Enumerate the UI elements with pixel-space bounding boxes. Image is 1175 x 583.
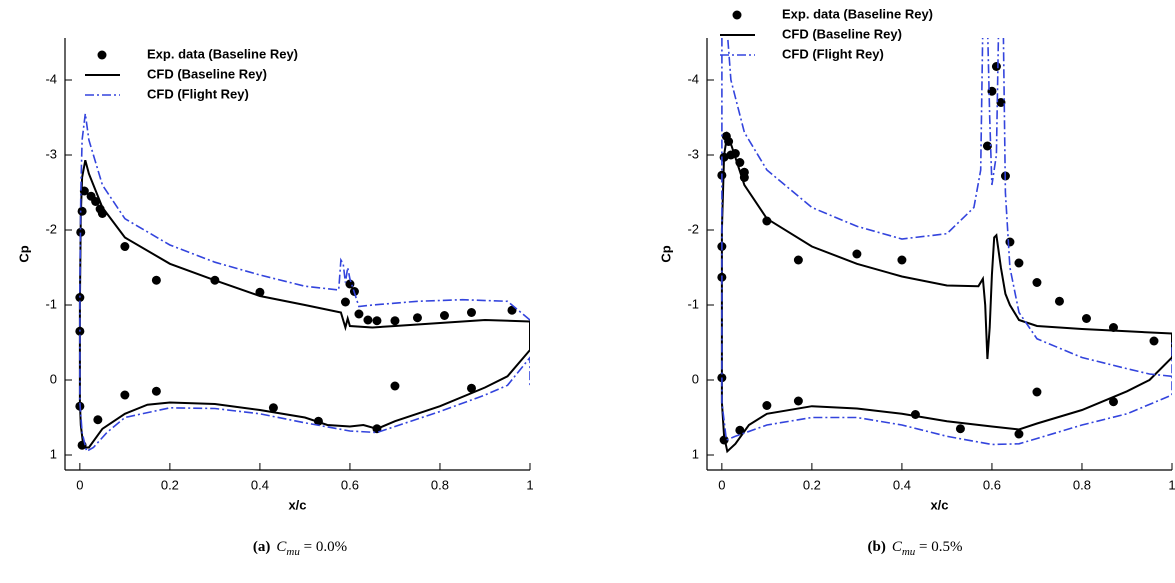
cfd-line: [721, 38, 1172, 446]
data-point: [390, 381, 400, 391]
data-point: [955, 424, 965, 434]
data-point: [372, 316, 382, 326]
y-tick-label: -2: [45, 221, 57, 236]
data-point: [466, 308, 476, 317]
y-tick-label: 1: [692, 446, 699, 461]
x-tick-label: 0.6: [341, 477, 359, 492]
caption-rest: = 0.5%: [915, 539, 962, 555]
data-point: [507, 305, 517, 315]
y-tick-label: -4: [45, 71, 57, 86]
legend-label: Exp. data (Baseline Rey): [147, 46, 298, 61]
data-point: [412, 313, 422, 323]
caption-label: (b): [867, 539, 885, 555]
data-point: [91, 197, 101, 206]
caption-subscript: mu: [902, 546, 916, 558]
y-tick-label: 0: [692, 371, 699, 386]
x-tick-label: 0.6: [983, 477, 1001, 492]
y-axis-label: Cp: [658, 245, 673, 262]
x-tick-label: 0.8: [431, 477, 449, 492]
y-tick-label: -2: [687, 221, 699, 236]
caption-symbol: C: [276, 539, 287, 555]
data-point: [897, 255, 907, 265]
data-point: [852, 249, 862, 259]
y-tick-label: -3: [687, 146, 699, 161]
data-point: [1054, 296, 1064, 306]
data-point: [1014, 429, 1024, 439]
data-point: [151, 386, 161, 396]
x-tick-label: 0: [718, 477, 725, 492]
y-tick-label: 1: [50, 446, 57, 461]
data-point: [77, 206, 87, 216]
data-point: [93, 415, 103, 425]
data-point: [762, 401, 772, 410]
x-tick-label: 1: [1168, 477, 1175, 492]
legend-label: Exp. data (Baseline Rey): [782, 6, 933, 21]
data-point: [1014, 258, 1024, 268]
caption: (b) Cmu = 0.5%: [867, 539, 962, 557]
data-point: [439, 311, 449, 320]
data-point: [354, 309, 364, 319]
data-point: [1032, 278, 1042, 287]
cfd-line: [79, 113, 530, 453]
x-axis-label: x/c: [288, 497, 306, 512]
data-point: [466, 383, 476, 393]
plot-area: [717, 38, 1172, 454]
legend-marker: [732, 10, 742, 20]
x-tick-label: 1: [526, 477, 533, 492]
legend-label: CFD (Flight Rey): [147, 86, 249, 101]
data-point: [762, 216, 772, 226]
x-tick-label: 0.2: [803, 477, 821, 492]
x-tick-label: 0: [76, 477, 83, 492]
data-point: [363, 315, 373, 325]
data-point: [991, 62, 1001, 71]
data-point: [982, 141, 992, 151]
caption-label: (a): [253, 539, 271, 555]
x-tick-label: 0.8: [1073, 477, 1091, 492]
legend-marker: [97, 50, 107, 60]
y-tick-label: -3: [45, 146, 57, 161]
x-tick-label: 0.2: [161, 477, 179, 492]
data-point: [1032, 387, 1042, 397]
data-point: [120, 242, 130, 251]
cfd-line: [78, 159, 530, 449]
data-point: [1108, 397, 1118, 407]
data-point: [735, 425, 745, 435]
y-tick-label: -1: [687, 296, 699, 311]
x-tick-label: 0.4: [251, 477, 269, 492]
caption-symbol: C: [892, 539, 903, 555]
cfd-line: [720, 130, 1172, 454]
y-axis-label: Cp: [16, 245, 31, 262]
data-point: [1149, 336, 1159, 346]
data-point: [120, 390, 130, 400]
caption-subscript: mu: [286, 546, 300, 558]
y-tick-label: -4: [687, 71, 699, 86]
data-point: [268, 403, 278, 413]
data-point: [996, 98, 1006, 107]
data-point: [1005, 237, 1015, 247]
panel: -4 -3 -2 -1 0 1 0 0.2 0.4 0.6 0.8 1 x/c Cp Exp. data (…: [16, 38, 534, 558]
data-point: [1081, 314, 1091, 323]
x-tick-label: 0.4: [893, 477, 911, 492]
data-point: [793, 255, 803, 265]
y-tick-label: -1: [45, 296, 57, 311]
y-tick-label: 0: [50, 371, 57, 386]
data-point: [793, 396, 803, 406]
data-point: [390, 316, 400, 326]
plot-area: [75, 113, 530, 453]
panel: -4 -3 -2 -1 0 1 0 0.2 0.4 0.6 0.8 1 x/c Cp Exp. data (…: [658, 6, 1175, 557]
data-point: [340, 297, 350, 307]
legend-label: CFD (Baseline Rey): [147, 66, 267, 81]
x-axis-label: x/c: [930, 497, 948, 512]
legend-label: CFD (Flight Rey): [782, 46, 884, 61]
data-point: [151, 275, 161, 285]
caption: (a) Cmu = 0.0%: [253, 539, 347, 557]
caption-rest: = 0.0%: [300, 539, 347, 555]
legend-label: CFD (Baseline Rey): [782, 26, 902, 41]
